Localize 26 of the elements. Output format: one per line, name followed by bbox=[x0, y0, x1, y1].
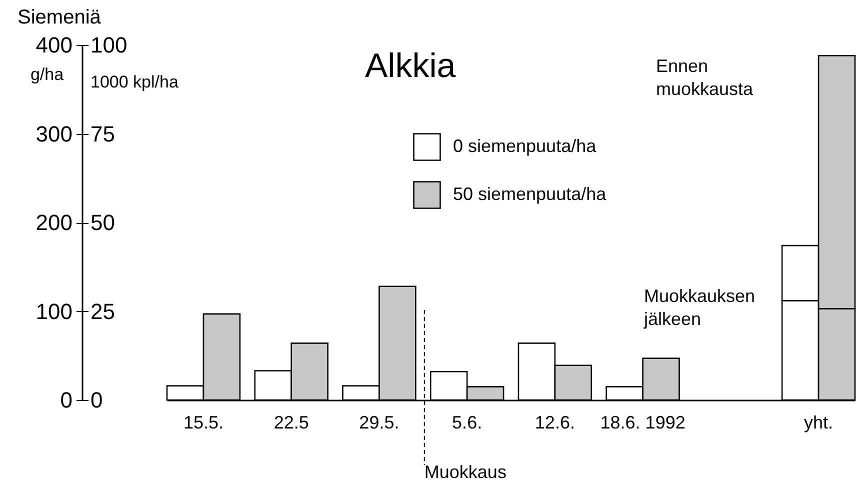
x-tick-label: 15.5. bbox=[183, 412, 224, 432]
chart-title: Alkkia bbox=[365, 47, 456, 85]
y-tick-label: 200 bbox=[36, 210, 72, 235]
legend-label: 50 siemenpuuta/ha bbox=[453, 184, 608, 204]
y-tick-label: 400 bbox=[36, 32, 72, 58]
y2-tick-label: 100 bbox=[90, 32, 128, 58]
y2-tick-label: 0 bbox=[90, 388, 103, 412]
y2-tick-label: 25 bbox=[90, 298, 115, 324]
y-tick-label: 100 bbox=[36, 298, 72, 324]
y2-tick-label: 75 bbox=[90, 121, 115, 146]
x-tick-label: 12.6. bbox=[534, 412, 575, 432]
y-axis-title: Siemeniä bbox=[18, 6, 102, 28]
annotation: Ennen muokkausta bbox=[656, 56, 754, 99]
legend-label: 0 siemenpuuta/ha bbox=[453, 136, 598, 156]
y2-tick-label: 50 bbox=[90, 210, 115, 235]
y2-axis-title: 1000 kpl/ha bbox=[90, 72, 179, 92]
ref-line-label: Muokkaus bbox=[424, 462, 506, 481]
annotation: Muokkauksen jälkeen bbox=[643, 286, 756, 329]
x-tick-label: yht. bbox=[804, 412, 834, 432]
x-tick-label: 29.5. bbox=[359, 412, 400, 432]
y-tick-label: 300 bbox=[36, 121, 72, 146]
y-tick-label: 0 bbox=[60, 388, 72, 412]
x-tick-label: 5.6. bbox=[452, 412, 482, 432]
text: g/ha bbox=[30, 65, 64, 84]
x-tick-label: 22.5 bbox=[274, 412, 309, 432]
x-tick-label: 18.6. 1992 bbox=[600, 412, 686, 432]
